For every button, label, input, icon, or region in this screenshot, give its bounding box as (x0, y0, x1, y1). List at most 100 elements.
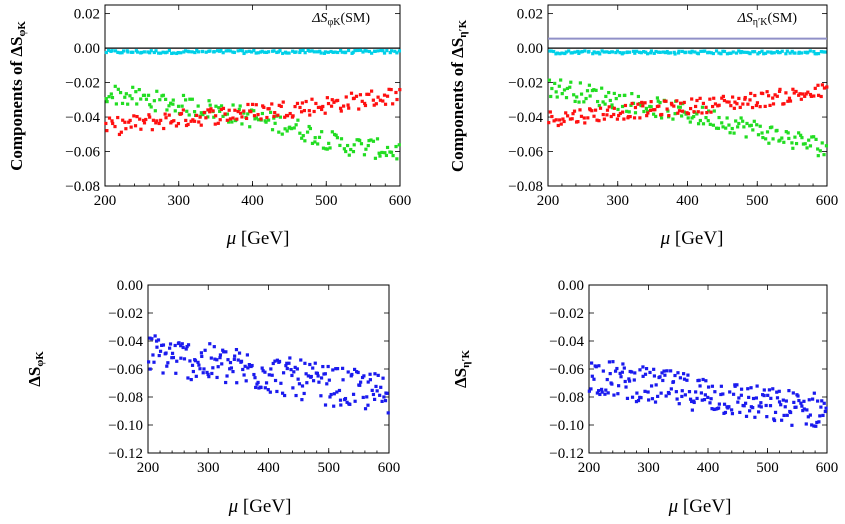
data-point (742, 50, 746, 54)
data-point (244, 116, 249, 121)
data-point (717, 115, 721, 120)
data-point (313, 136, 317, 140)
data-point (704, 116, 708, 120)
data-point (184, 347, 188, 351)
data-point (261, 369, 265, 373)
data-point (746, 387, 750, 391)
data-point (773, 410, 778, 414)
data-point (180, 342, 184, 346)
data-point (605, 108, 610, 112)
data-point (339, 403, 343, 407)
y-tick-label: −0.06 (508, 145, 543, 161)
data-point (395, 157, 399, 161)
data-point (698, 384, 702, 388)
data-point (598, 106, 603, 110)
data-point (278, 49, 282, 53)
data-point (711, 51, 715, 56)
data-point (357, 107, 361, 111)
y-tick-label: −0.04 (549, 334, 584, 350)
data-point (550, 114, 554, 119)
data-point (313, 361, 317, 365)
data-point (367, 49, 372, 54)
data-point (158, 98, 162, 102)
data-point (358, 93, 363, 97)
data-point (627, 379, 632, 383)
data-point (552, 119, 556, 123)
data-point (680, 389, 684, 393)
data-point (700, 111, 704, 115)
data-point (627, 110, 631, 114)
data-point (276, 113, 280, 117)
data-point (547, 78, 552, 82)
data-point (568, 117, 573, 121)
data-point (332, 404, 336, 408)
data-point (366, 143, 370, 148)
data-point (664, 394, 668, 398)
data-point (820, 83, 824, 87)
data-point (765, 90, 769, 94)
data-point (772, 418, 777, 423)
data-point (142, 93, 147, 97)
data-point (597, 364, 601, 368)
data-point (785, 413, 789, 417)
data-point (782, 102, 786, 106)
data-point (296, 377, 300, 381)
data-point (294, 50, 298, 54)
data-point (782, 413, 786, 418)
data-point (271, 361, 275, 366)
data-point (705, 111, 709, 115)
data-point (716, 126, 721, 130)
data-point (731, 95, 735, 99)
data-point (751, 396, 756, 401)
data-point (767, 141, 771, 145)
data-point (812, 391, 816, 395)
data-point (171, 51, 176, 55)
data-point (218, 353, 223, 357)
data-point (272, 49, 276, 53)
data-point (173, 343, 177, 348)
data-point (188, 97, 192, 101)
data-point (373, 49, 377, 53)
data-point (618, 51, 622, 55)
data-point (204, 50, 208, 54)
data-point (605, 50, 609, 54)
data-point (674, 390, 678, 394)
data-point (741, 102, 745, 106)
data-point (741, 119, 745, 123)
y-tick-label: −0.10 (549, 418, 584, 434)
data-point (242, 109, 246, 113)
data-point (260, 111, 264, 116)
data-point (761, 91, 765, 96)
data-point (154, 121, 158, 125)
y-tick-label: 0.02 (74, 7, 100, 23)
data-point (388, 51, 392, 55)
data-point (665, 107, 669, 111)
data-point (762, 393, 766, 398)
data-point (733, 100, 737, 104)
data-point (721, 94, 725, 98)
data-point (359, 380, 363, 384)
data-point (338, 106, 343, 110)
data-point (154, 49, 158, 53)
data-point (306, 374, 310, 378)
x-tick-label: 400 (241, 193, 264, 209)
data-point (643, 372, 648, 376)
data-point (671, 117, 675, 121)
data-point (240, 49, 244, 53)
data-point (320, 130, 324, 134)
data-point (751, 50, 755, 54)
data-point (662, 99, 666, 103)
data-point (778, 87, 782, 91)
data-point (652, 112, 656, 116)
data-point (682, 100, 686, 105)
data-point (323, 111, 327, 115)
data-point (682, 372, 686, 376)
data-point (722, 49, 727, 54)
data-point (155, 119, 159, 123)
data-point (751, 406, 755, 410)
data-point (630, 370, 634, 374)
data-point (709, 51, 713, 55)
data-point (151, 118, 155, 122)
data-point (376, 49, 380, 53)
data-point (250, 50, 254, 54)
